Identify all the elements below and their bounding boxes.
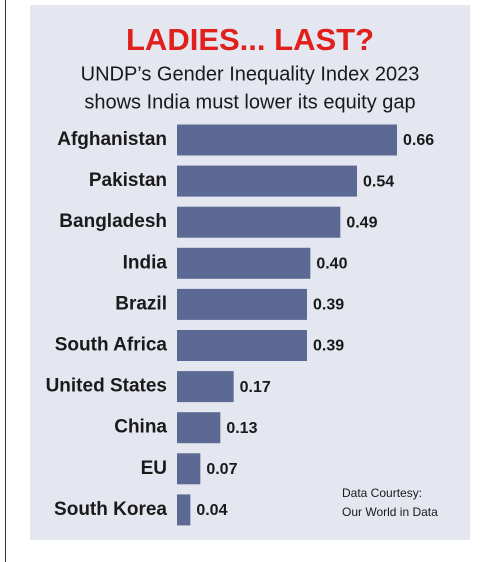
value-label: 0.39 (313, 297, 344, 314)
bar (177, 206, 341, 238)
bar (177, 288, 307, 320)
bar (177, 412, 221, 444)
value-label: 0.40 (316, 256, 347, 273)
bar (177, 453, 201, 485)
value-label: 0.07 (206, 461, 237, 478)
category-label: China (114, 417, 167, 438)
value-label: 0.49 (346, 214, 377, 231)
value-label: 0.54 (363, 173, 394, 190)
category-label: South Africa (55, 335, 168, 356)
category-label: EU (141, 458, 167, 479)
category-label: South Korea (54, 499, 167, 520)
source-note: Data Courtesy: (342, 486, 422, 500)
value-label: 0.04 (196, 502, 227, 519)
bar (177, 165, 357, 197)
chart-title: LADIES... LAST? (126, 22, 374, 57)
category-label: India (123, 252, 168, 273)
source-note: Our World in Data (342, 505, 438, 519)
value-label: 0.39 (313, 338, 344, 355)
bar (177, 124, 397, 156)
bar (177, 247, 311, 279)
category-label: Bangladesh (59, 211, 167, 232)
value-label: 0.17 (240, 379, 271, 396)
bar (177, 494, 191, 526)
category-label: Pakistan (89, 170, 167, 191)
bar (177, 330, 307, 361)
chart-subtitle: shows India must lower its equity gap (84, 91, 415, 113)
category-label: Brazil (115, 293, 167, 314)
category-label: Afghanistan (57, 129, 167, 150)
category-label: United States (46, 376, 167, 397)
value-label: 0.66 (403, 132, 434, 149)
bar (177, 371, 234, 403)
value-label: 0.13 (226, 420, 257, 437)
chart-subtitle: UNDP’s Gender Inequality Index 2023 (81, 63, 420, 85)
